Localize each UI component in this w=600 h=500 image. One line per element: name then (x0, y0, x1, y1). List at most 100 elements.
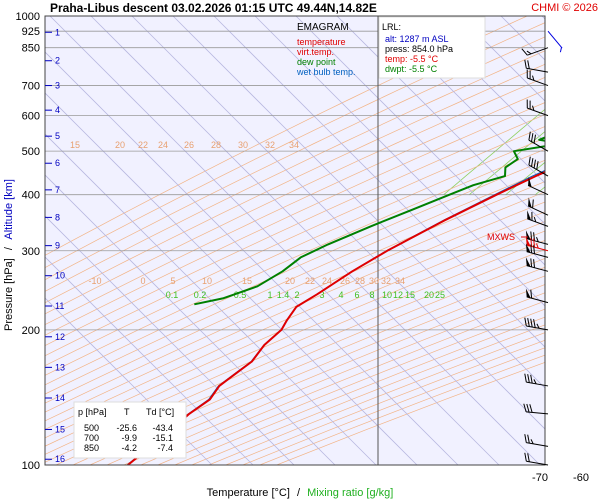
adiabat-label: 26 (184, 140, 194, 150)
isotherm-line (49, 16, 500, 465)
wind-barb-feather (527, 453, 530, 462)
dry-adiabat-line (55, 258, 545, 465)
wind-barb-feather (530, 244, 533, 254)
wind-barb-feather (533, 238, 535, 248)
altitude-tick-label: 10 (55, 271, 65, 281)
plot-frame (44, 15, 546, 466)
table-header-t: T (124, 407, 130, 417)
wind-barb-feather (530, 289, 533, 299)
wind-barb-staff (526, 244, 549, 252)
dry-adiabat-line (45, 137, 545, 367)
isotherm-line (254, 16, 545, 307)
copyright-label: CHMI © 2026 (531, 2, 598, 14)
mixing-ratio-label: 25 (435, 290, 445, 300)
wind-barb-feather (532, 199, 534, 209)
isotherm-line (45, 215, 295, 465)
pressure-tick-labels: 100 200 300 400 500 600 700 850 925 1000 (16, 11, 40, 472)
wind-barb (524, 434, 549, 447)
isotherm-line (45, 133, 377, 465)
wind-barb-feather (523, 403, 527, 413)
pressure-tick-label: 200 (22, 325, 40, 337)
mixing-ratio-label: 15 (405, 290, 415, 300)
adiabat-label: 5 (170, 276, 175, 286)
table-cell: 500 (84, 423, 99, 433)
y-axis-label: Pressure [hPa] / Altitude [km] (3, 179, 15, 331)
wind-barb-staff (528, 139, 549, 152)
mixing-ratio-label: 6 (354, 290, 359, 300)
wind-barb (526, 69, 549, 87)
wind-barb-column (521, 30, 563, 466)
altitude-tick-label: 12 (55, 332, 65, 342)
mixing-ratio-label: 0.5 (234, 290, 247, 300)
wind-barb-feather (530, 318, 533, 328)
lrl-temp: temp: -5.5 °C (385, 54, 439, 64)
wind-barb (525, 257, 549, 272)
mixing-ratio-label: 2 (294, 290, 299, 300)
adiabat-label: 32 (381, 276, 391, 286)
table-cell: 700 (84, 433, 99, 443)
wind-barb-pennant (525, 288, 531, 298)
wind-barb (523, 403, 549, 415)
wind-barb-staff (526, 442, 549, 447)
dry-adiabat-line (45, 191, 545, 413)
adiabat-label: 34 (289, 140, 299, 150)
altitude-tick-label: 15 (55, 424, 65, 434)
wind-barb-pennant (528, 197, 532, 208)
wind-barb-pennant (528, 176, 532, 188)
table-cell: -4.2 (121, 443, 137, 453)
table-header-p: p [hPa] (78, 407, 107, 417)
isotherm-line (336, 16, 545, 225)
wind-barb (521, 47, 549, 56)
mixing-ratio-labels: 0.1 0.2 0.5 1 1.4 2 3 4 6 8 10 12 15 20 25 (166, 290, 445, 300)
altitude-tick-label: 3 (55, 81, 60, 91)
pressure-tick-label: 1000 (16, 11, 40, 23)
mixing-ratio-line (567, 16, 600, 195)
adiabat-label: 22 (305, 276, 315, 286)
isotherm-line (418, 16, 545, 143)
wind-barb-feather (536, 243, 539, 249)
wind-barb-staff (526, 325, 549, 331)
series-line-dew-point (194, 136, 545, 306)
altitude-tick-label: 4 (55, 105, 60, 115)
dry-adiabat-line (45, 239, 545, 455)
wind-barb-feather (528, 131, 531, 141)
altitude-tick-label: 9 (55, 241, 60, 251)
lrl-title: LRL: (382, 22, 401, 32)
wind-barb-feather (533, 379, 537, 385)
wind-barb-feather (533, 319, 536, 328)
wind-barb-staff (526, 296, 549, 304)
mixing-ratio-line (587, 16, 600, 195)
wind-barb-feather (528, 156, 531, 166)
table-row: 850 -4.2 -7.4 (84, 443, 173, 453)
altitude-tick-label: 11 (55, 301, 64, 311)
mixing-ratio-label: 10 (382, 290, 392, 300)
mixing-ratio-label: 0.1 (166, 290, 179, 300)
wind-barb-staff (526, 411, 549, 415)
table-cell: -9.9 (121, 433, 137, 443)
wind-barb-feather (527, 374, 530, 383)
altitude-tick-label: 16 (55, 454, 65, 464)
table-header-td: Td [°C] (146, 407, 174, 417)
y-axis-label-pressure: Pressure [hPa] (3, 258, 15, 331)
wind-barb-feather (536, 237, 539, 242)
adiabat-label: 26 (340, 276, 350, 286)
wind-barb-feather (532, 105, 535, 111)
legend-wet-bulb: wet bulb temp. (296, 67, 356, 77)
wind-barb (527, 197, 549, 216)
isotherm-line (45, 297, 213, 465)
pressure-tick-label: 500 (22, 146, 40, 158)
wind-barb-pennant (525, 257, 531, 267)
table-cell: 850 (84, 443, 99, 453)
x-axis-label-sep: / (297, 487, 301, 499)
legend-virt-temp: virt.temp. (297, 47, 334, 57)
adiabat-label: 24 (322, 276, 332, 286)
wind-barb-feather (524, 373, 527, 383)
lrl-press: press: 854.0 hPa (385, 44, 453, 54)
x-axis-label-temp: Temperature [°C] (207, 487, 290, 499)
wind-barb (525, 288, 549, 304)
altitude-tick-label: 1 (55, 27, 60, 37)
temperature-tick-labels: -70-60-50-40-30-20-100102030 (532, 472, 589, 484)
wind-barb (528, 131, 549, 152)
wind-barb-feather (526, 403, 530, 413)
